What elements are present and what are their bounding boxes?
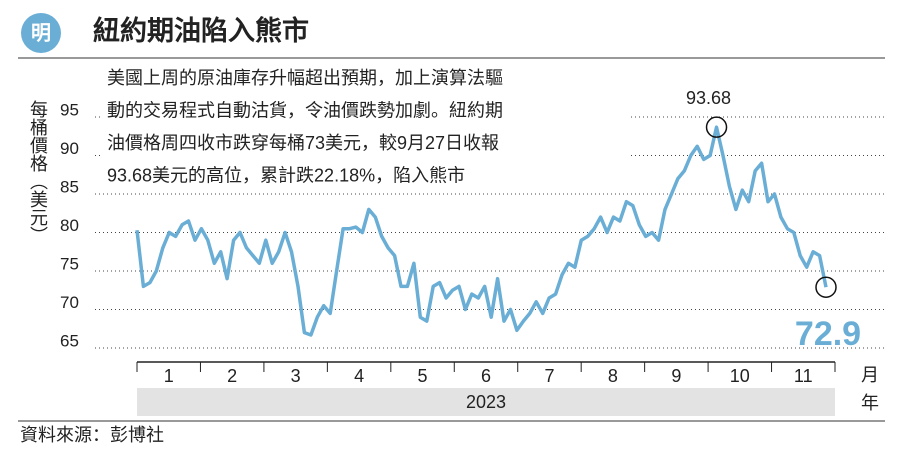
x-tick-label: 11 (794, 366, 813, 386)
x-tick-label: 1 (164, 366, 174, 386)
note-line: 美國上周的原油庫存升幅超出預期，加上演算法驅 (107, 68, 503, 88)
note-line: 油價格周四收市跌穿每桶73美元，較9月27日收報 (107, 133, 499, 153)
y-axis-label: 每桶價格（美元） (28, 100, 48, 244)
y-tick-label: 80 (60, 216, 79, 235)
peak-circle (705, 116, 728, 138)
x-tick-label: 4 (354, 366, 364, 386)
y-tick-label: 85 (60, 178, 79, 197)
x-tick-label: 3 (291, 366, 301, 386)
x-tick-label: 2 (227, 366, 237, 386)
y-tick-label: 95 (60, 100, 79, 119)
x-tick-label: 9 (671, 366, 681, 386)
note-line: 93.68美元的高位，累計跌22.18%，陷入熊市 (107, 165, 465, 185)
x-tick-label: 5 (418, 366, 428, 386)
y-tick-label: 70 (60, 293, 79, 312)
logo: 明 (31, 21, 51, 45)
year-unit: 年 (861, 393, 879, 413)
year-band (137, 388, 835, 416)
note-line: 動的交易程式自動沽貨，令油價跌勢加劇。紐約期 (107, 100, 503, 120)
peak-annotation: 93.68 (686, 88, 731, 108)
x-tick-label: 7 (544, 366, 554, 386)
last-circle (815, 276, 837, 298)
last-annotation: 72.9 (795, 315, 861, 353)
y-tick-label: 65 (60, 332, 79, 351)
x-tick-label: 8 (608, 366, 618, 386)
y-tick-label: 90 (60, 139, 79, 158)
year-label: 2023 (466, 392, 506, 412)
x-tick-label: 10 (730, 366, 750, 386)
logo-badge (21, 13, 61, 53)
y-tick-label: 75 (60, 255, 79, 274)
price-line (135, 125, 828, 337)
chart-title: 紐約期油陷入熊市 (93, 15, 309, 46)
source: 資料來源：彭博社 (20, 425, 164, 445)
x-unit: 月 (861, 365, 879, 385)
note-bg (100, 64, 630, 192)
x-tick-label: 6 (481, 366, 491, 386)
